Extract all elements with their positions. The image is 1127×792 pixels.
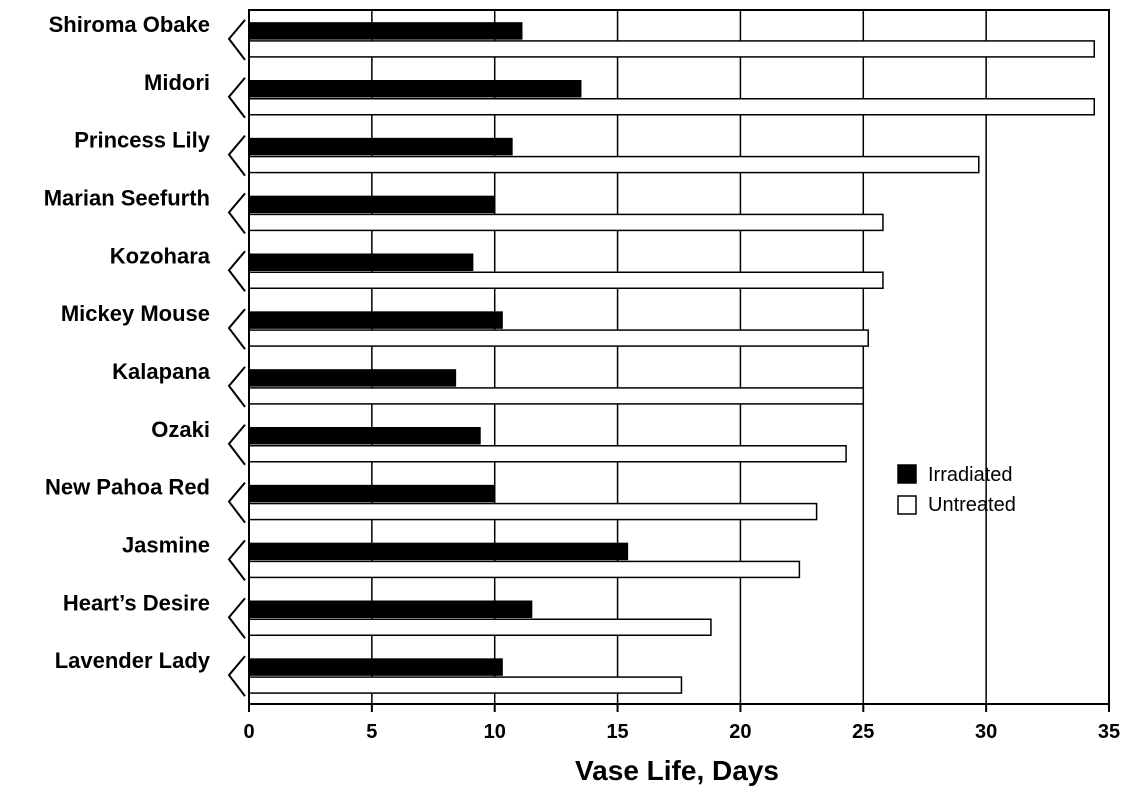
- bar-irradiated: [248, 427, 481, 445]
- category-marker: [227, 597, 246, 639]
- bar-untreated: [248, 445, 847, 463]
- bar-untreated: [248, 271, 884, 289]
- category-marker: [227, 77, 246, 119]
- bar-untreated: [248, 213, 884, 232]
- category-label: Ozaki: [151, 417, 210, 442]
- x-tick-label: 5: [366, 721, 377, 743]
- legend-swatch-irradiated: [897, 464, 917, 484]
- x-tick-label: 10: [484, 721, 506, 743]
- category-label: Mickey Mouse: [61, 301, 210, 326]
- category-marker: [227, 19, 246, 61]
- x-tick-label: 20: [729, 721, 751, 743]
- bar-untreated: [248, 155, 980, 174]
- legend-label-untreated: Untreated: [928, 494, 1016, 516]
- x-tick-label: 25: [852, 721, 874, 743]
- category-marker: [227, 250, 246, 292]
- category-marker: [227, 192, 246, 235]
- category-marker: [227, 655, 246, 697]
- category-label: Jasmine: [122, 532, 210, 557]
- bar-irradiated: [248, 311, 503, 329]
- x-tick-label: 30: [975, 721, 997, 743]
- bar-untreated: [248, 329, 869, 347]
- labels: Shiroma Obake Midori Princess Lily Marian S…: [44, 12, 1120, 743]
- bar-irradiated: [248, 600, 533, 618]
- legend-swatch-untreated: [897, 495, 917, 515]
- x-tick-label: 35: [1098, 721, 1120, 743]
- category-marker: [227, 366, 246, 408]
- bar-irradiated: [248, 22, 523, 40]
- x-tick-label: 15: [606, 721, 628, 743]
- bar-untreated: [248, 40, 1096, 58]
- category-label: New Pahoa Red: [45, 475, 210, 500]
- category-marker: [227, 424, 246, 466]
- category-label: Kozohara: [110, 243, 211, 268]
- bar-irradiated: [248, 253, 474, 271]
- x-tick-label: 0: [243, 721, 254, 743]
- bar-untreated: [248, 502, 818, 521]
- category-marker: [227, 134, 246, 177]
- category-label: Midori: [144, 70, 210, 95]
- category-label: Lavender Lady: [55, 648, 211, 673]
- bar-untreated: [248, 676, 683, 694]
- x-axis-title: Vase Life, Days: [575, 755, 779, 786]
- category-label: Shiroma Obake: [49, 12, 210, 37]
- category-marker: [227, 308, 246, 350]
- bar-untreated: [248, 618, 712, 636]
- category-marker: [227, 481, 246, 524]
- category-label: Kalapana: [112, 359, 211, 384]
- bar-irradiated: [248, 80, 582, 98]
- legend: Irradiated Untreated: [897, 464, 1016, 516]
- bar-untreated: [248, 98, 1096, 116]
- legend-label-irradiated: Irradiated: [928, 464, 1013, 486]
- category-label: Heart’s Desire: [63, 590, 210, 615]
- bar-untreated: [248, 387, 865, 405]
- category-marker: [227, 539, 246, 582]
- bar-irradiated: [248, 369, 457, 387]
- bars: [248, 22, 1096, 694]
- bar-irradiated: [248, 658, 503, 676]
- axes: [227, 9, 1110, 712]
- bar-untreated: [248, 560, 801, 579]
- category-label: Princess Lily: [74, 128, 211, 153]
- bar-irradiated: [248, 195, 496, 214]
- bar-irradiated: [248, 484, 496, 503]
- category-label: Marian Seefurth: [44, 185, 210, 210]
- bar-irradiated: [248, 542, 629, 561]
- bar-irradiated: [248, 137, 513, 156]
- plot-frame: [248, 9, 1110, 705]
